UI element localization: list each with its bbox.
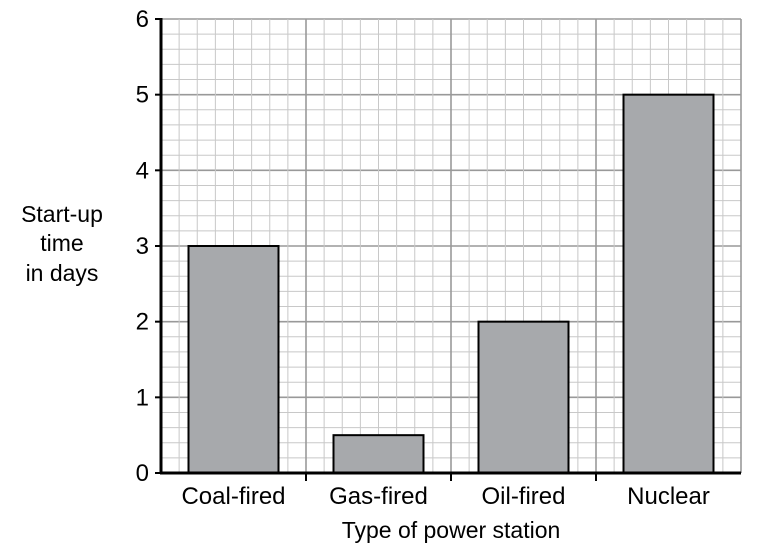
bar-nuclear xyxy=(622,93,715,475)
bar-coal-fired xyxy=(187,245,280,474)
bar-gas-fired xyxy=(332,434,425,474)
x-category-label: Oil-fired xyxy=(481,483,565,510)
x-axis-label: Type of power station xyxy=(342,517,561,543)
x-category-label: Nuclear xyxy=(627,483,710,510)
y-axis-label-line: in days xyxy=(26,260,99,286)
x-category-label: Gas-fired xyxy=(329,483,428,510)
y-axis-label-line: time xyxy=(40,230,83,256)
y-ticks: 0 1 2 3 4 5 6 xyxy=(136,6,161,487)
bar-oil-fired xyxy=(477,320,570,474)
x-category-label: Coal-fired xyxy=(181,483,285,510)
y-tick-label: 0 xyxy=(136,460,149,487)
y-axis-label-line: Start-up xyxy=(21,201,103,227)
bars xyxy=(187,93,715,475)
x-ticks: Coal-fired Gas-fired Oil-fired Nuclear xyxy=(181,473,710,510)
y-tick-label: 6 xyxy=(136,6,149,33)
y-axis-label: Start-up time in days xyxy=(21,201,103,286)
y-tick-label: 4 xyxy=(136,157,149,184)
y-tick-label: 1 xyxy=(136,384,149,411)
y-tick-label: 3 xyxy=(136,233,149,260)
y-tick-label: 2 xyxy=(136,309,149,336)
y-tick-label: 5 xyxy=(136,82,149,109)
